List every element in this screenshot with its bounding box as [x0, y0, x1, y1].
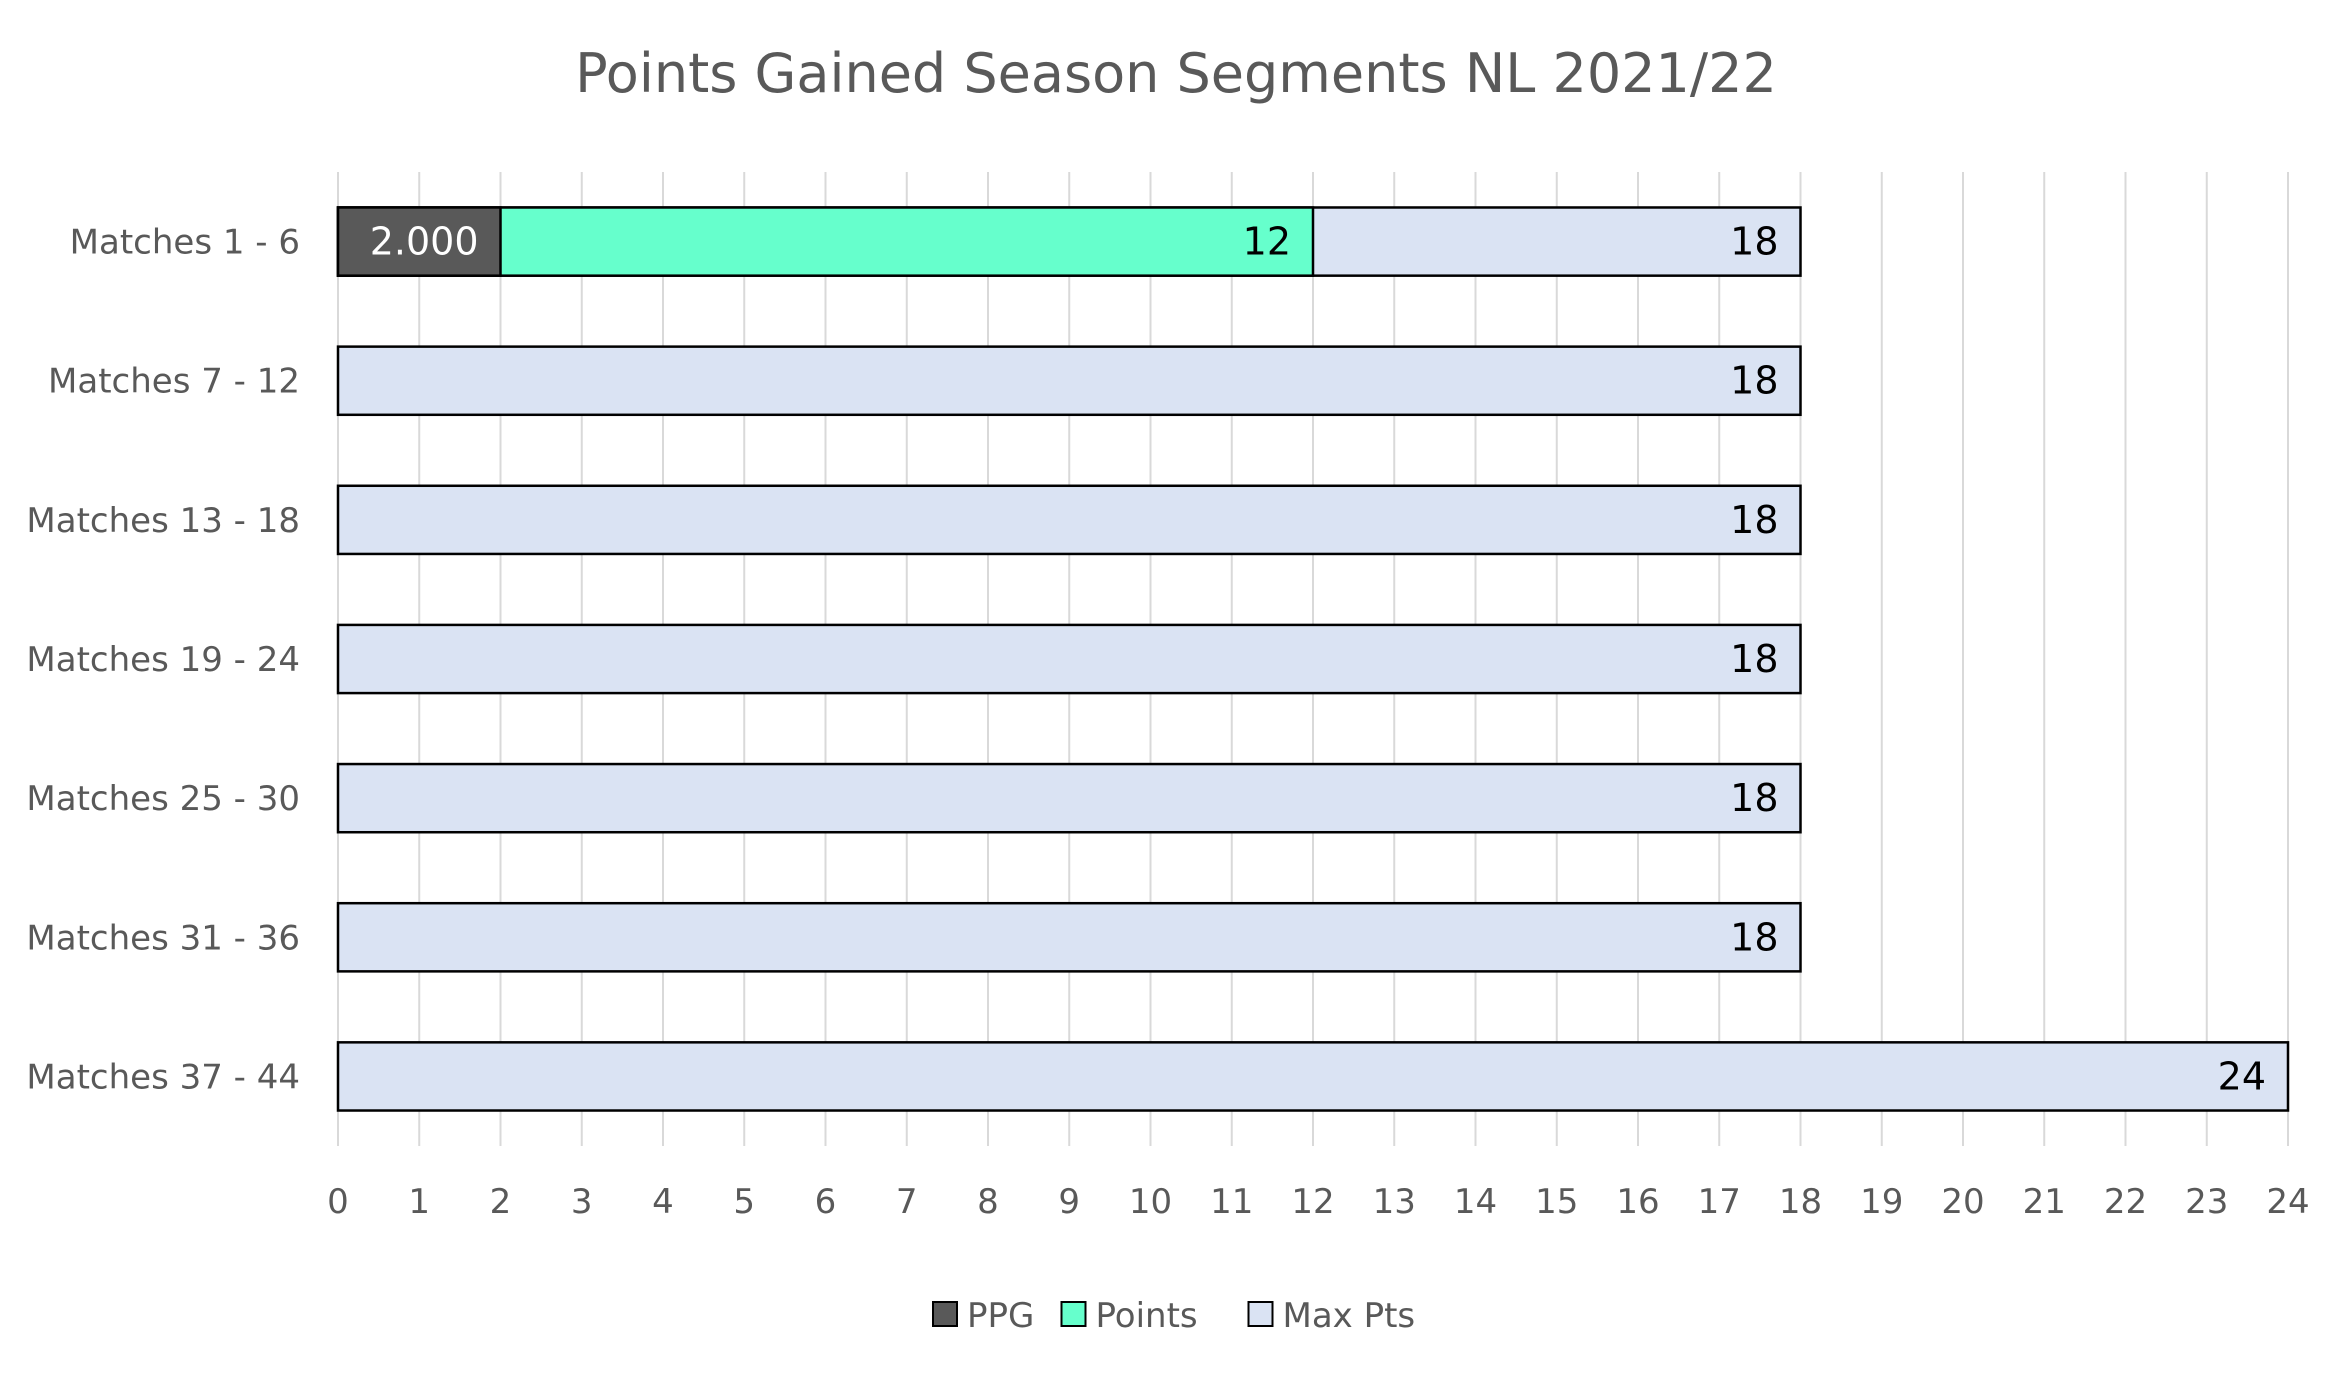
bar-ppg-matches-1-6 — [336, 206, 502, 277]
data-label-points-matches-1-6: 12 — [1243, 220, 1291, 264]
legend-swatch-points — [1060, 1301, 1087, 1327]
x-tick-label-9: 9 — [1058, 1182, 1080, 1222]
legend: PPG Points Max Pts — [932, 1296, 1416, 1336]
x-tick-label-20: 20 — [1941, 1182, 1984, 1222]
x-tick-label-18: 18 — [1779, 1182, 1822, 1222]
data-label-max-pts-matches-1-6: 18 — [1730, 220, 1778, 264]
category-label-matches-31-36: Matches 31 - 36 — [26, 918, 300, 958]
legend-label-ppg: PPG — [967, 1296, 1034, 1336]
data-label-ppg-matches-1-6: 2.000 — [370, 220, 479, 264]
data-label-max-pts-matches-7-12: 18 — [1730, 359, 1778, 403]
x-tick-label-6: 6 — [815, 1182, 837, 1222]
data-labels: 2.000 12 18 18 18 18 18 18 24 — [370, 220, 2266, 1099]
bar-max-pts-matches-37-44 — [336, 1041, 2290, 1112]
x-tick-label-7: 7 — [896, 1182, 918, 1222]
x-tick-label-4: 4 — [652, 1182, 674, 1222]
category-labels: Matches 1 - 6 Matches 7 - 12 Matches 13 - … — [26, 223, 300, 1098]
category-label-matches-37-44: Matches 37 - 44 — [26, 1057, 300, 1097]
bar-max-pts-matches-31-36 — [336, 901, 1802, 973]
x-tick-label-5: 5 — [733, 1182, 755, 1222]
legend-swatch-ppg — [932, 1301, 958, 1327]
x-tick-label-22: 22 — [2104, 1182, 2147, 1222]
legend-label-max-pts: Max Pts — [1283, 1296, 1416, 1336]
x-tick-label-14: 14 — [1454, 1182, 1497, 1222]
x-tick-label-17: 17 — [1698, 1182, 1741, 1222]
category-label-matches-7-12: Matches 7 - 12 — [48, 362, 300, 402]
chart-title: Points Gained Season Segments NL 2021/22 — [575, 42, 1777, 105]
category-label-matches-13-18: Matches 13 - 18 — [26, 501, 300, 541]
bar-max-pts-matches-7-12 — [336, 345, 1802, 417]
x-tick-label-11: 11 — [1210, 1182, 1253, 1222]
category-label-matches-19-24: Matches 19 - 24 — [26, 640, 300, 680]
x-axis-ticks: 0 1 2 3 4 5 6 7 8 9 10 11 12 13 14 15 16 17 18 19 20 21 22 23 24 — [327, 1182, 2309, 1222]
x-tick-label-0: 0 — [327, 1182, 349, 1222]
bar-max-pts-matches-13-18 — [336, 484, 1802, 556]
data-label-max-pts-matches-31-36: 18 — [1730, 915, 1778, 959]
data-label-max-pts-matches-37-44: 24 — [2218, 1054, 2266, 1098]
x-tick-label-21: 21 — [2023, 1182, 2066, 1222]
x-tick-label-2: 2 — [490, 1182, 512, 1222]
legend-label-points: Points — [1096, 1296, 1198, 1336]
x-tick-label-16: 16 — [1616, 1182, 1659, 1222]
x-tick-label-15: 15 — [1535, 1182, 1578, 1222]
bars — [336, 206, 2290, 1112]
x-tick-label-3: 3 — [571, 1182, 593, 1222]
x-tick-label-1: 1 — [408, 1182, 430, 1222]
bar-max-pts-matches-19-24 — [336, 623, 1802, 695]
x-tick-label-23: 23 — [2185, 1182, 2228, 1222]
data-label-max-pts-matches-25-30: 18 — [1730, 776, 1778, 820]
x-tick-label-13: 13 — [1373, 1182, 1416, 1222]
x-tick-label-8: 8 — [977, 1182, 999, 1222]
data-label-max-pts-matches-13-18: 18 — [1730, 498, 1778, 542]
category-label-matches-1-6: Matches 1 - 6 — [70, 223, 300, 263]
x-tick-label-24: 24 — [2266, 1182, 2309, 1222]
bar-max-pts-matches-25-30 — [336, 762, 1802, 834]
category-label-matches-25-30: Matches 25 - 30 — [26, 779, 300, 819]
x-tick-label-10: 10 — [1129, 1182, 1172, 1222]
legend-swatch-max-pts — [1247, 1301, 1274, 1327]
data-label-max-pts-matches-19-24: 18 — [1730, 637, 1778, 681]
x-tick-label-19: 19 — [1860, 1182, 1903, 1222]
x-tick-label-12: 12 — [1291, 1182, 1334, 1222]
